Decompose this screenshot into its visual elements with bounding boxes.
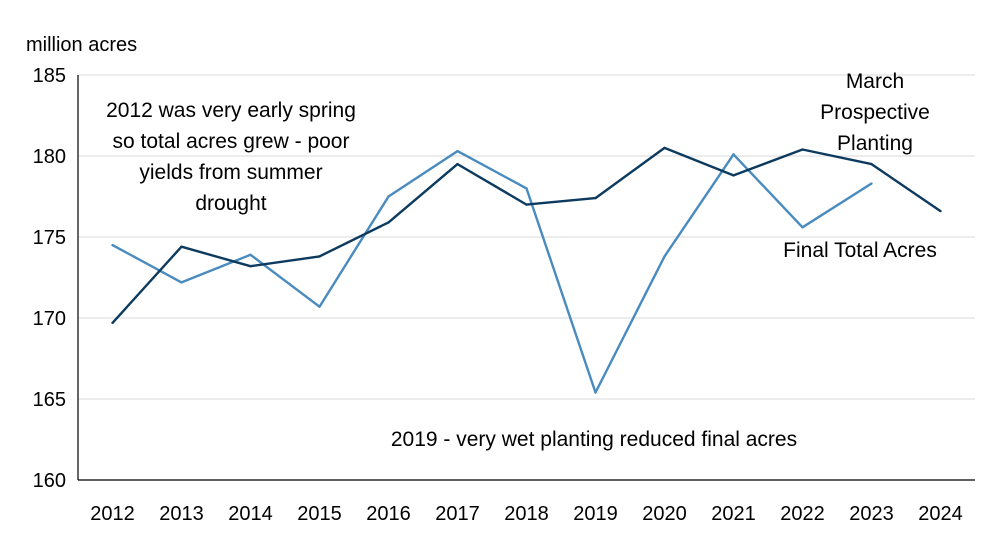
data-point <box>525 187 528 190</box>
data-point <box>939 209 942 213</box>
data-point <box>663 255 666 258</box>
data-point <box>732 174 735 177</box>
y-tick-label: 160 <box>33 470 66 492</box>
data-point <box>318 305 321 308</box>
tick-labels: 160 165 170 175 180 185 2012 2013 2014 2015 2016 20… <box>33 65 963 525</box>
y-tick-label: 180 <box>33 146 66 168</box>
y-tick-label: 165 <box>33 389 66 411</box>
series-label-march: March Prospective Planting <box>820 70 930 155</box>
y-tick-label: 185 <box>33 65 66 87</box>
data-point <box>456 162 459 166</box>
x-tick-label: 2024 <box>918 503 963 525</box>
x-tick-label: 2016 <box>366 503 411 525</box>
x-tick-label: 2013 <box>159 503 204 525</box>
x-tick-label: 2018 <box>504 503 549 525</box>
axes <box>77 75 975 481</box>
data-point <box>387 221 390 224</box>
x-tick-label: 2014 <box>228 503 273 525</box>
y-tick-label: 175 <box>33 227 66 249</box>
data-point <box>801 148 804 151</box>
data-point <box>594 391 597 394</box>
data-point <box>870 182 873 185</box>
data-point <box>249 264 252 268</box>
data-point <box>180 245 183 248</box>
text-labels: million acres March Prospective Planting Fin… <box>26 34 937 451</box>
series-line-1 <box>111 149 873 394</box>
data-point <box>180 281 183 284</box>
data-point <box>732 153 735 156</box>
data-point <box>111 243 114 247</box>
x-tick-label: 2012 <box>90 503 135 525</box>
series-lines <box>111 146 942 394</box>
gridlines <box>78 74 975 400</box>
x-tick-label: 2015 <box>297 503 342 525</box>
x-tick-label: 2023 <box>849 503 894 525</box>
data-point <box>870 162 873 166</box>
data-point <box>663 146 666 150</box>
x-tick-label: 2020 <box>642 503 687 525</box>
data-point <box>249 253 252 257</box>
data-point <box>594 196 597 200</box>
data-point <box>801 226 804 229</box>
y-axis-label: million acres <box>26 34 137 56</box>
data-point <box>387 195 390 198</box>
x-tick-label: 2021 <box>711 503 756 525</box>
annotation-2012: 2012 was very early spring so total acres… <box>106 99 356 215</box>
annotation-2019: 2019 - very wet planting reduced final a… <box>391 428 797 451</box>
data-point <box>111 321 114 325</box>
series-label-final: Final Total Acres <box>783 239 937 262</box>
x-tick-label: 2017 <box>435 503 480 525</box>
x-tick-label: 2019 <box>573 503 618 525</box>
y-tick-label: 170 <box>33 308 66 330</box>
data-point <box>525 203 528 206</box>
data-point <box>456 149 459 153</box>
data-point <box>318 255 321 258</box>
x-tick-label: 2022 <box>780 503 825 525</box>
